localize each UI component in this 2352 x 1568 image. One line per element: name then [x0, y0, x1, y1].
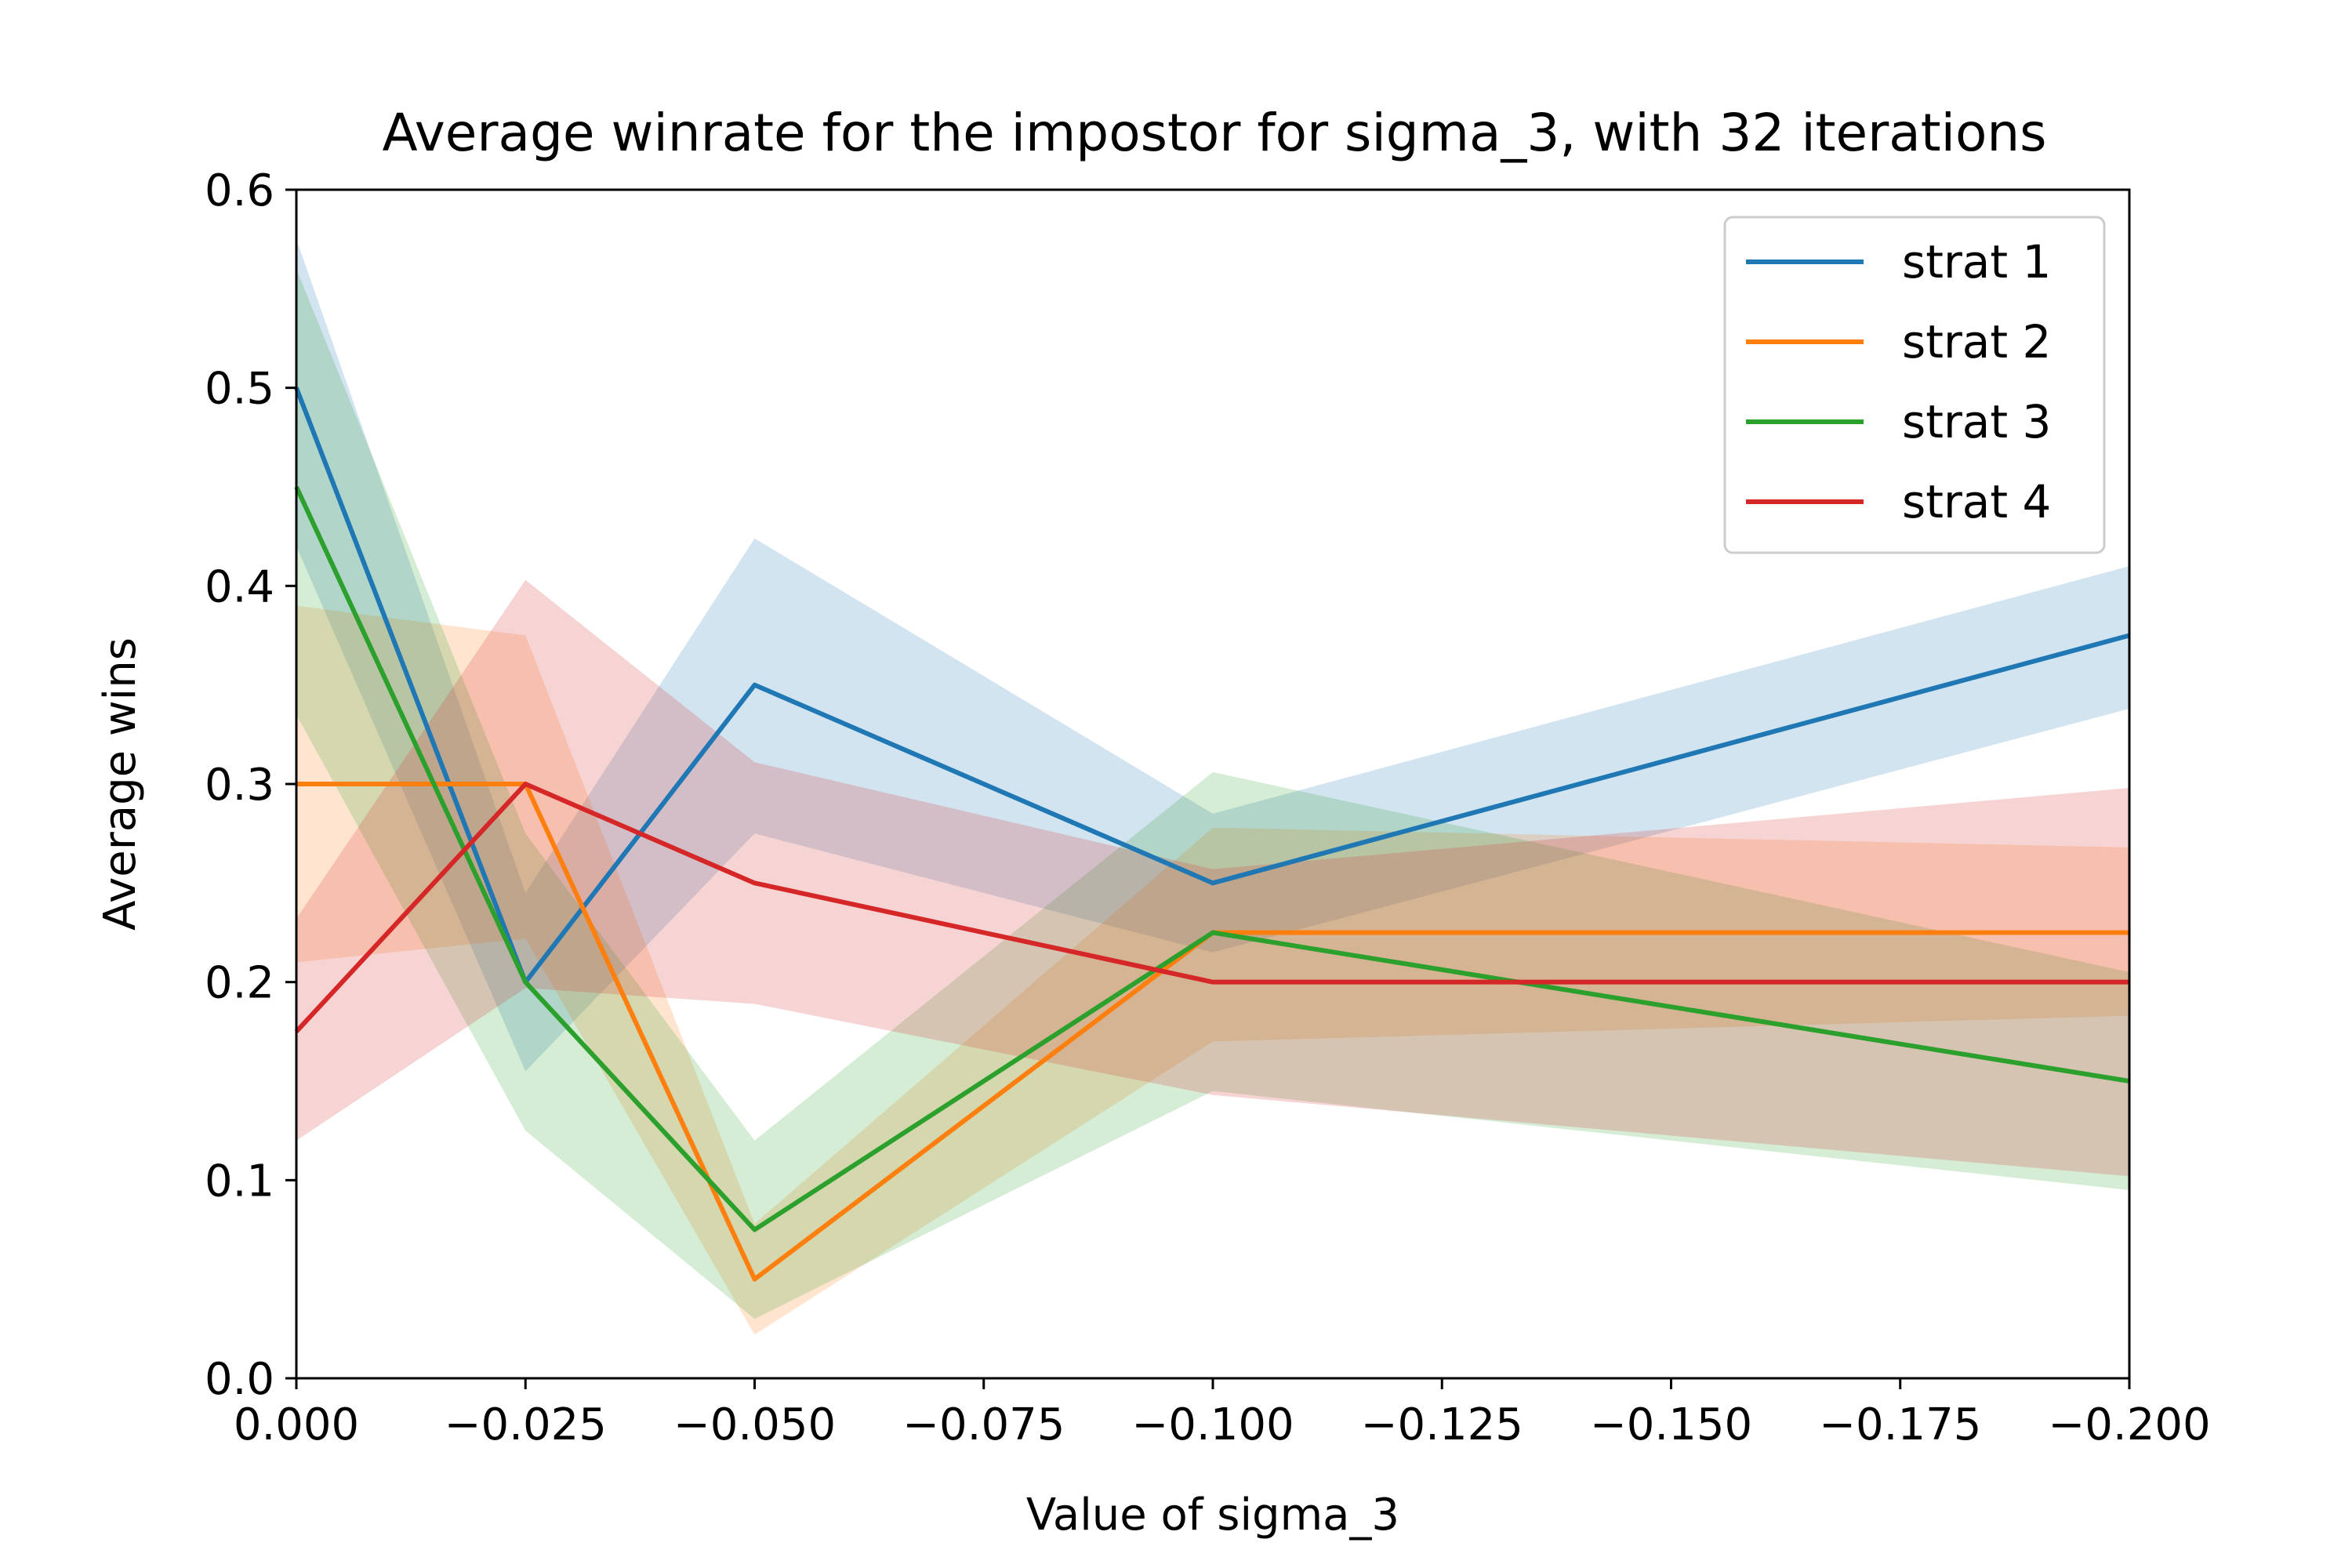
x-tick-label: 0.000	[234, 1399, 359, 1450]
series-band-2	[296, 605, 2129, 1335]
legend-label-3: strat 3	[1902, 395, 2051, 448]
y-tick-label: 0.5	[205, 364, 274, 415]
chart-title: Average winrate for the impostor for sig…	[382, 103, 2046, 163]
y-tick-label: 0.0	[205, 1354, 274, 1405]
data-point	[1212, 982, 1214, 983]
series-band-3	[296, 269, 2129, 1319]
series-band-4	[296, 579, 2129, 1177]
x-tick-label: −0.025	[445, 1399, 607, 1450]
x-tick-label: −0.150	[1590, 1399, 1752, 1450]
legend-label-1: strat 1	[1902, 235, 2051, 289]
data-point	[1212, 932, 1214, 934]
x-axis-ticks: 0.000 −0.025 −0.050 −0.075 −0.100 −0.125 −0.15…	[234, 1378, 2211, 1450]
legend: strat 1 strat 2 strat 3 strat 4	[1723, 216, 2106, 554]
x-tick-label: −0.175	[1819, 1399, 1981, 1450]
series-line-2	[296, 782, 2129, 1282]
legend-box	[1723, 216, 2106, 554]
x-tick-label: −0.100	[1131, 1399, 1294, 1450]
y-tick-label: 0.4	[205, 561, 274, 612]
x-tick-label: −0.050	[673, 1399, 836, 1450]
data-point	[754, 882, 756, 884]
data-point	[524, 783, 526, 785]
y-tick-label: 0.6	[205, 165, 274, 216]
legend-label-4: strat 4	[1902, 475, 2051, 528]
data-point	[524, 982, 526, 983]
series-line-4	[294, 782, 2129, 1033]
y-axis-label: Average wins	[95, 637, 146, 931]
data-point	[754, 684, 756, 686]
y-tick-label: 0.3	[205, 760, 274, 811]
confidence-bands	[296, 239, 2129, 1335]
y-tick-label: 0.2	[205, 958, 274, 1009]
legend-label-2: strat 2	[1902, 315, 2051, 368]
series-lines	[294, 387, 2130, 1282]
data-point	[1212, 882, 1214, 884]
y-tick-label: 0.1	[205, 1156, 274, 1207]
data-point	[754, 1279, 756, 1280]
x-tick-label: −0.075	[902, 1399, 1065, 1450]
x-axis-label: Value of sigma_3	[1026, 1490, 1399, 1541]
x-tick-label: −0.200	[2048, 1399, 2210, 1450]
series-band-1	[296, 239, 2129, 1072]
data-point	[754, 1229, 756, 1231]
x-tick-label: −0.125	[1361, 1399, 1523, 1450]
y-axis-ticks: 0.0 0.1 0.2 0.3 0.4 0.5 0.6	[205, 165, 296, 1405]
